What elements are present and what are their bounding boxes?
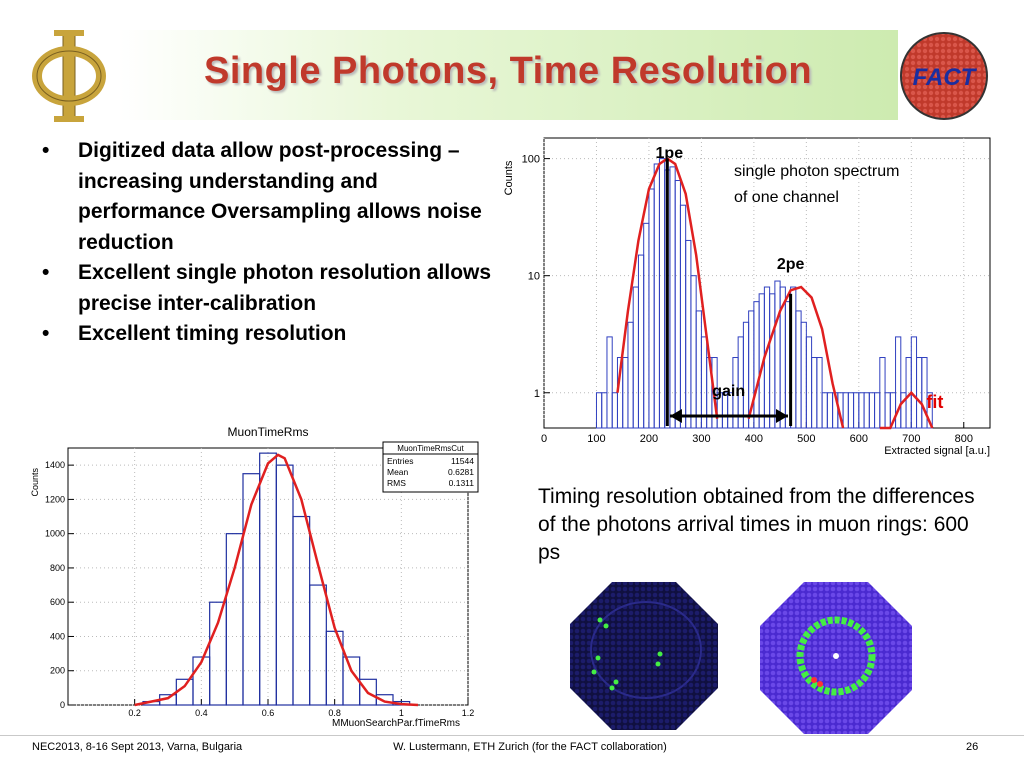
y-tick-label: 400	[50, 631, 65, 641]
gain-arrowhead-right	[775, 409, 788, 423]
x-tick-label: 1.2	[462, 708, 475, 718]
hist-bin	[359, 678, 377, 706]
phi-logo	[28, 28, 110, 124]
bullet-marker: •	[42, 322, 50, 345]
page-title: Single Photons, Time Resolution	[203, 50, 813, 92]
muon-event-display-1	[568, 580, 720, 732]
hist-bin	[895, 336, 902, 429]
x-tick-label: 300	[692, 433, 710, 445]
x-tick-label: 0.6	[262, 708, 275, 718]
muon-event-display-2	[758, 580, 914, 736]
x-tick-label: 0.2	[128, 708, 141, 718]
y-tick-label: 800	[50, 563, 65, 573]
bullet-text: Excellent single photon resolution allow…	[78, 261, 492, 315]
stats-label: RMS	[387, 478, 406, 488]
title-banner	[118, 30, 898, 120]
stats-label: Mean	[387, 467, 409, 477]
fit-curve	[747, 285, 845, 429]
fit-curve	[879, 390, 934, 430]
footer-conference: NEC2013, 8-16 Sept 2013, Varna, Bulgaria	[32, 741, 243, 753]
spectrum-chart: 0 100 200 300 400 500 600 700 800 1 10 100 Counts Ext…	[500, 132, 1000, 464]
stats-value: 0.1311	[449, 478, 475, 488]
x-tick-label: 0.4	[195, 708, 208, 718]
spectrum-svg: 0 100 200 300 400 500 600 700 800 1 10 100 Counts Ext…	[503, 137, 991, 457]
plot-frame	[543, 137, 991, 429]
y-tick-label: 100	[522, 154, 540, 166]
footer-author: W. Lustermann, ETH Zurich (for the FACT …	[393, 741, 667, 753]
fit-curve	[616, 157, 719, 419]
footer-divider	[0, 735, 1024, 736]
y-tick-label: 1400	[45, 460, 65, 470]
gain-arrowhead-left	[669, 409, 682, 423]
x-tick-label: 200	[640, 433, 658, 445]
bullet-marker: •	[42, 261, 50, 284]
label-1pe: 1pe	[656, 145, 684, 162]
y-axis-label: Counts	[30, 468, 40, 497]
x-tick-label: 0.8	[328, 708, 341, 718]
y-tick-label: 10	[528, 271, 540, 283]
stats-value: 0.6281	[448, 467, 474, 477]
y-tick-label: 1	[534, 388, 540, 400]
fact-logo: FACT	[898, 30, 990, 122]
y-tick-label: 200	[50, 666, 65, 676]
footer-page-number: 26	[966, 741, 979, 753]
x-axis-label: Extracted signal [a.u.]	[884, 445, 990, 457]
x-tick-label: 500	[797, 433, 815, 445]
x-tick-label: 600	[850, 433, 868, 445]
bullet-text: Digitized data allow post-processing – i…	[78, 139, 482, 254]
x-tick-label: 0	[541, 433, 547, 445]
bullet-item: • Digitized data allow post-processing – …	[42, 136, 502, 258]
label-gain: gain	[712, 383, 745, 400]
y-tick-label: 600	[50, 597, 65, 607]
x-tick-label: 700	[902, 433, 920, 445]
fit-curve	[134, 453, 419, 707]
bullet-item: • Excellent single photon resolution allo…	[42, 258, 502, 319]
y-tick-label: 1200	[45, 494, 65, 504]
hist-bin	[375, 694, 394, 706]
stats-title: MuonTimeRmsCut	[397, 444, 464, 453]
stats-label: Entries	[387, 456, 413, 466]
stats-value: 11544	[451, 456, 474, 466]
stats-box	[382, 441, 479, 493]
spectrum-caption: single photon spectrum	[734, 163, 899, 180]
bullet-list: • Digitized data allow post-processing – …	[42, 136, 502, 350]
y-tick-label: 0	[60, 700, 65, 710]
x-tick-label: 100	[587, 433, 605, 445]
hist-bin	[926, 392, 933, 429]
label-2pe: 2pe	[777, 256, 805, 273]
y-axis-label: Counts	[503, 160, 515, 195]
bullet-marker: •	[42, 139, 50, 162]
bullet-text: Excellent timing resolution	[78, 322, 347, 345]
spectrum-caption: of one channel	[734, 189, 839, 206]
hist-bin	[606, 336, 613, 429]
label-fit: fit	[926, 392, 943, 412]
timing-resolution-text: Timing resolution obtained from the diff…	[538, 485, 975, 564]
x-axis-label: MMuonSearchPar.fTimeRms	[332, 718, 460, 729]
fact-logo-text: FACT	[913, 64, 978, 91]
x-tick-label: 1	[399, 708, 404, 718]
chart-title: MuonTimeRms	[228, 425, 309, 439]
y-tick-label: 1000	[45, 529, 65, 539]
x-tick-label: 400	[745, 433, 763, 445]
muon-svg: MuonTimeRms 0.2 0.4 0.6 0.8 1 1.2 0 200 400 600 800…	[30, 425, 479, 729]
muon-time-chart: MuonTimeRms 0.2 0.4 0.6 0.8 1 1.2 0 200 400 600 800…	[28, 418, 498, 730]
bullet-item: • Excellent timing resolution	[42, 319, 502, 350]
x-tick-label: 800	[955, 433, 973, 445]
